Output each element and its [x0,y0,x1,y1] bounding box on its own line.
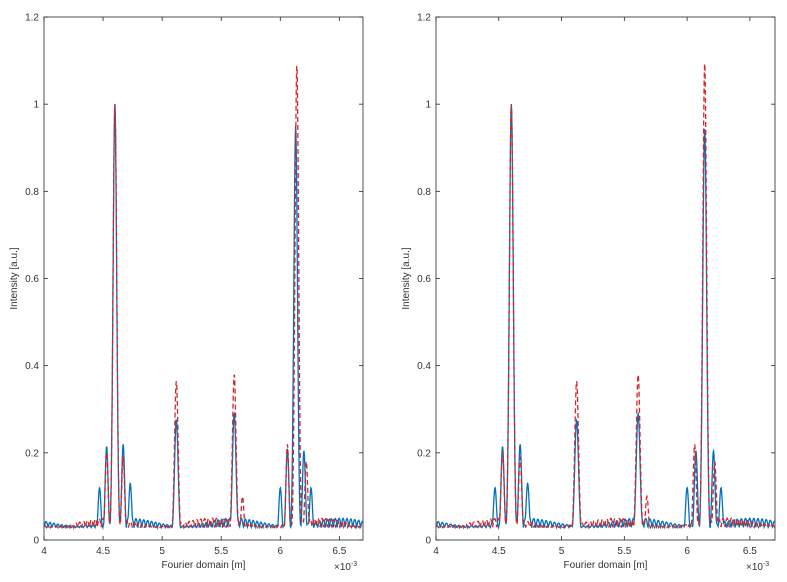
y-axis-label: Intensity [a.u.] [401,247,412,309]
x-tick-label: 6.5 [332,546,346,557]
series-dashed-line [43,65,364,531]
y-tick-label: 1.2 [25,13,39,24]
axis-ticks: 4 4.5 5 5.5 6 6.5 0 0.2 0.4 0.6 0.8 1 1.2 [417,13,775,557]
x-exponent: ×10-3 [334,561,357,573]
series-peak-point [114,103,116,105]
plot-area [43,16,364,541]
x-tick-label: 5.5 [214,546,228,557]
y-tick-label: 0.6 [417,274,431,285]
x-exponent-power: -3 [763,561,769,568]
series-peak-point [576,419,578,421]
x-exponent-power: -3 [351,561,357,568]
series-peak-point [510,103,512,105]
x-exponent-base: ×10 [746,562,763,573]
series-dashed-line [435,63,776,530]
x-exponent-base: ×10 [334,562,351,573]
y-tick-label: 0.6 [25,274,39,285]
x-axis-label: Fourier domain [m] [162,560,246,571]
y-tick-label: 0 [425,536,431,547]
axis-ticks: 4 4.5 5 5.5 6 6.5 0 0.2 0.4 0.6 0.8 1 1.2 [25,13,363,557]
x-tick-label: 5 [159,546,165,557]
x-tick-label: 4 [433,546,439,557]
x-tick-label: 5.5 [617,546,631,557]
series-lines [43,64,364,531]
y-tick-label: 1 [425,100,431,111]
series-peak-point [175,380,177,382]
right-plot: 4 4.5 5 5.5 6 6.5 0 0.2 0.4 0.6 0.8 1 1.2 Fourier do… [401,13,776,573]
x-tick-label: 4 [41,546,47,557]
series-peak-point [576,380,578,382]
y-tick-label: 0.8 [25,187,39,198]
y-tick-label: 0.4 [417,361,431,372]
y-tick-label: 0.2 [25,448,39,459]
y-tick-label: 1.2 [417,13,431,24]
y-axis-label: Intensity [a.u.] [9,247,20,309]
series-peak-point [233,373,235,375]
x-exponent: ×10-3 [746,561,769,573]
y-tick-label: 0 [33,536,39,547]
series-peak-point [637,373,639,375]
y-tick-label: 0.4 [25,361,39,372]
x-tick-label: 4.5 [492,546,506,557]
series-peak-point [296,64,298,66]
x-tick-label: 4.5 [96,546,110,557]
series-peak-point [175,419,177,421]
x-tick-label: 6.5 [743,546,757,557]
x-tick-label: 5 [559,546,565,557]
series-peak-point [704,62,706,64]
x-tick-label: 6 [278,546,284,557]
plot-area [435,16,776,541]
y-tick-label: 0.2 [417,448,431,459]
series-peak-point [637,413,639,415]
series-lines [435,62,776,530]
y-tick-label: 1 [33,100,39,111]
y-tick-label: 0.8 [417,187,431,198]
x-tick-label: 6 [684,546,690,557]
x-axis-label: Fourier domain [m] [564,560,648,571]
left-plot: 4 4.5 5 5.5 6 6.5 0 0.2 0.4 0.6 0.8 1 1.2 Fourier do… [9,13,364,573]
